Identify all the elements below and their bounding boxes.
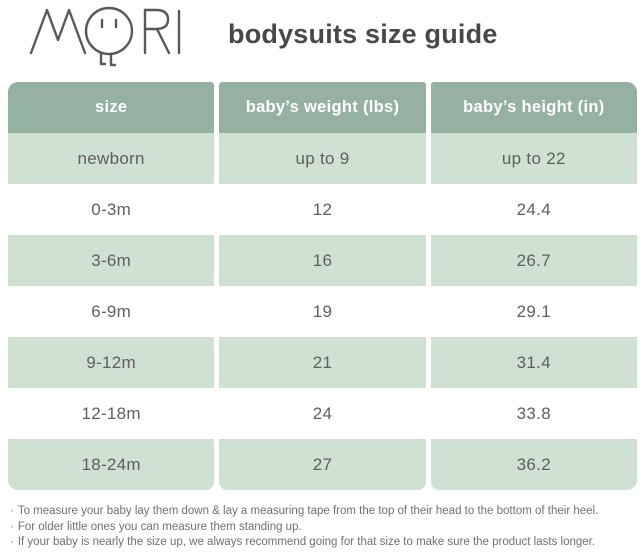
height-cell: 36.2: [430, 439, 637, 490]
column-header-height: baby’s height (in): [430, 82, 637, 133]
weight-cell: 19: [219, 286, 426, 337]
weight-cell: 24: [219, 388, 426, 439]
brand-header: bodysuits size guide: [0, 0, 644, 78]
weight-cell: 27: [219, 439, 426, 490]
measurement-notes: · To measure your baby lay them down & la…: [10, 504, 598, 551]
size-cell: 6-9m: [8, 286, 215, 337]
column-header-size: size: [8, 82, 215, 133]
size-cell: 12-18m: [8, 388, 215, 439]
bullet: ·: [10, 505, 14, 517]
size-cell: 3-6m: [8, 235, 215, 286]
bullet: ·: [10, 520, 14, 533]
height-cell: 29.1: [430, 286, 637, 337]
mori-logo-icon: [29, 6, 181, 67]
height-cell: 33.8: [430, 388, 637, 439]
height-cell: 24.4: [430, 184, 637, 235]
size-cell: newborn: [8, 133, 215, 184]
column-header-weight: baby’s weight (lbs): [219, 82, 426, 133]
weight-cell: 16: [219, 235, 426, 286]
note-text: To measure your baby lay them down & lay…: [17, 505, 599, 517]
note-text: If your baby is nearly the size up, we a…: [17, 536, 596, 548]
note-line: · For older little ones you can measure t…: [10, 520, 598, 536]
size-cell: 0-3m: [8, 184, 215, 235]
page-title: bodysuits size guide: [228, 19, 498, 49]
height-cell: 31.4: [430, 337, 637, 388]
note-line: · If your baby is nearly the size up, we …: [10, 535, 598, 551]
weight-cell: 21: [219, 337, 426, 388]
weight-cell: up to 9: [219, 133, 426, 184]
weight-cell: 12: [219, 184, 426, 235]
height-cell: 26.7: [430, 235, 637, 286]
size-cell: 18-24m: [8, 439, 215, 490]
note-text: For older little ones you can measure th…: [17, 520, 302, 533]
note-line: · To measure your baby lay them down & la…: [10, 504, 598, 520]
bullet: ·: [10, 536, 14, 548]
size-cell: 9-12m: [8, 337, 215, 388]
size-guide-table: size baby’s weight (lbs) baby’s height (…: [8, 82, 637, 490]
height-cell: up to 22: [430, 133, 637, 184]
